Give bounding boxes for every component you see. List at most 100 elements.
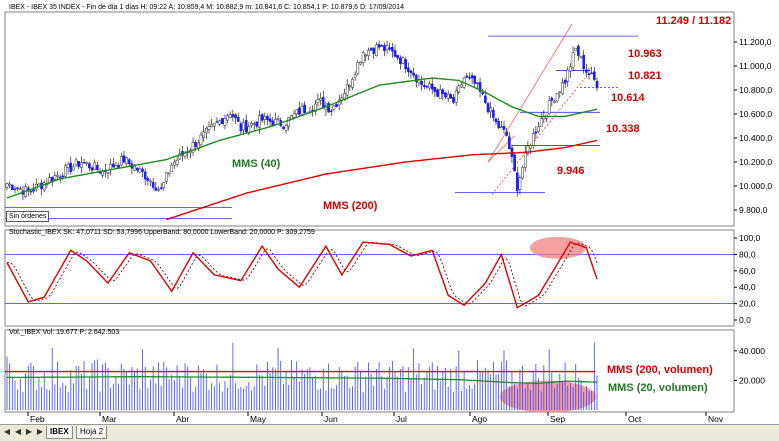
price-candle-body <box>252 123 256 125</box>
price-candle-body <box>263 116 267 120</box>
price-candle-body <box>377 44 381 48</box>
price-candle-body <box>125 157 128 164</box>
price-candle-body <box>486 103 490 113</box>
first-sheet-icon[interactable]: ◀ <box>3 427 11 436</box>
price-candle-body <box>122 155 126 163</box>
price-ytick-label: 10.600,0 <box>739 109 772 119</box>
price-ytick-label: 10.400,0 <box>739 133 772 143</box>
price-candle-body <box>32 189 35 192</box>
price-candle-body <box>239 123 243 132</box>
price-candle-body <box>489 107 492 113</box>
price-candle-body <box>300 106 304 115</box>
price-candle-body <box>468 77 471 79</box>
price-candle-body <box>513 154 516 172</box>
price-candle-body <box>332 105 336 110</box>
price-candle-body <box>58 176 62 179</box>
price-candle-body <box>558 91 562 93</box>
price-candle-body <box>537 126 540 132</box>
panel-frame-2 <box>4 229 735 327</box>
price-candle-body <box>372 47 376 54</box>
price-candle-body <box>175 160 179 165</box>
prev-sheet-icon[interactable]: ◀ <box>14 427 22 436</box>
sheet-tabs-bar: ◀ ◀ ▶ ▶ IBEX Hoja 2 <box>0 424 779 441</box>
price-candle-body <box>534 131 538 134</box>
price-candle-body <box>165 172 168 182</box>
price-candle-body <box>205 127 208 134</box>
price-candle-body <box>446 94 450 99</box>
price-candle-body <box>72 166 75 171</box>
price-candle-body <box>93 162 97 170</box>
price-candle-body <box>494 118 498 123</box>
price-candle-body <box>550 97 554 101</box>
level-label-10338: 10.338 <box>606 123 640 135</box>
price-candle-body <box>449 94 453 99</box>
price-ytick-label: 11.200,0 <box>739 37 772 47</box>
price-candle-body <box>414 74 418 83</box>
price-candle-body <box>428 83 431 89</box>
price-candle-body <box>117 164 120 168</box>
vol-highlight <box>500 380 596 413</box>
price-candle-body <box>457 85 461 93</box>
tab-ibex[interactable]: IBEX <box>46 426 73 439</box>
price-candle-body <box>420 81 423 85</box>
next-sheet-icon[interactable]: ▶ <box>25 427 33 436</box>
price-candle-body <box>515 172 519 192</box>
price-candle-body <box>577 45 580 56</box>
level-label-top: 11.249 / 11.182 <box>656 15 731 27</box>
mms200-vol-label: MMS (200, volumen) <box>607 364 713 376</box>
month-label-mar: Mar <box>102 414 117 424</box>
price-candle-body <box>228 114 232 118</box>
price-candle-body <box>518 177 522 190</box>
stoch-ytick-label: 0,0 <box>739 315 751 325</box>
price-candle-body <box>484 95 487 103</box>
price-candle-body <box>96 164 99 170</box>
price-candle-body <box>521 166 524 179</box>
price-candle-body <box>298 107 301 115</box>
price-candle-body <box>444 92 447 98</box>
price-candle-body <box>173 161 176 166</box>
month-label-feb: Feb <box>30 414 45 424</box>
price-candle-body <box>159 187 163 190</box>
price-candle-body <box>396 55 399 59</box>
level-label-9946: 9.946 <box>557 165 585 177</box>
price-candle-body <box>178 153 182 160</box>
month-label-jul: Jul <box>396 414 407 424</box>
price-candle-body <box>88 163 91 169</box>
price-ytick-label: 10.200,0 <box>739 157 772 167</box>
price-candle-body <box>74 159 78 166</box>
price-candle-body <box>569 66 572 72</box>
price-candle-body <box>167 172 171 175</box>
price-candle-body <box>425 85 429 88</box>
price-candle-body <box>236 116 240 122</box>
channel-line-lower <box>491 77 586 195</box>
price-candle-body <box>215 121 219 123</box>
price-candle-body <box>53 175 57 180</box>
price-candle-body <box>555 93 559 102</box>
price-candle-body <box>258 115 261 128</box>
price-candle-body <box>29 190 33 193</box>
price-candle-body <box>5 183 9 188</box>
price-candle-body <box>319 98 322 101</box>
price-candle-body <box>42 182 46 191</box>
price-candle-body <box>135 167 139 171</box>
price-candle-body <box>282 126 285 129</box>
price-candle-body <box>383 45 386 52</box>
price-candle-body <box>454 90 458 103</box>
price-candle-body <box>409 70 413 74</box>
price-candle-body <box>561 82 564 94</box>
price-candle-body <box>276 118 280 120</box>
price-candle-body <box>85 162 89 164</box>
sin-ordenes-badge[interactable]: Sin órdenes <box>6 211 50 222</box>
price-candle-body <box>399 57 402 64</box>
last-sheet-icon[interactable]: ▶ <box>36 427 44 436</box>
price-candle-body <box>393 50 397 57</box>
panel-frame-1 <box>4 11 735 227</box>
price-candle-body <box>191 142 195 153</box>
price-candle-body <box>157 188 160 191</box>
stoch-ytick-label: 100,0 <box>739 233 761 243</box>
price-candle-body <box>316 99 320 103</box>
price-candle-body <box>327 103 330 113</box>
month-label-ago: Ago <box>472 414 487 424</box>
price-candle-body <box>220 118 224 125</box>
tab-hoja-2[interactable]: Hoja 2 <box>76 426 108 439</box>
